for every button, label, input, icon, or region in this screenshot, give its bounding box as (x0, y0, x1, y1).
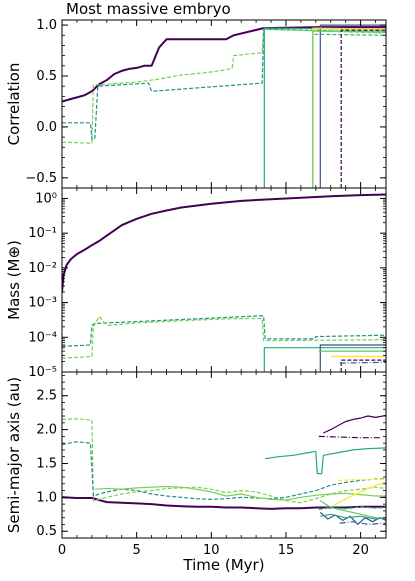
series-line-semimajor-10 (319, 511, 386, 526)
series-line-semimajor-0 (62, 496, 386, 510)
series-group (62, 24, 386, 188)
y-tick-label: 10⁻⁴ (28, 330, 57, 345)
series-line-correlation-6 (312, 30, 386, 188)
series-line-semimajor-9 (319, 500, 386, 520)
series-line-semimajor-1 (62, 418, 386, 504)
series-line-semimajor-11 (320, 513, 386, 520)
y-tick-label: 1.0 (36, 490, 57, 505)
y-tick-label: 0.0 (36, 120, 57, 135)
x-tick-label: 15 (278, 543, 295, 558)
series-line-semimajor-4 (265, 447, 386, 475)
series-line-mass-8 (339, 361, 386, 364)
series-line-semimajor-5 (323, 414, 386, 434)
y-tick-label: 10⁻³ (28, 296, 57, 311)
series-line-mass-2 (62, 315, 386, 359)
panel-mass: 10⁻⁵ 10⁻⁴ 10⁻³ 10⁻² 10⁻¹ 10⁰ Mass (M⊕) (5, 187, 387, 380)
series-line-correlation-0 (62, 26, 386, 103)
series-line-semimajor-3 (94, 485, 386, 501)
series-line-mass-0 (62, 193, 386, 293)
series-line-mass-4 (319, 344, 386, 372)
y-tick-label: 0.5 (36, 524, 57, 539)
series-line-correlation-2 (62, 28, 386, 144)
y-axis-label-correlation: Correlation (5, 63, 23, 146)
plot-frame (61, 371, 387, 539)
series-line-correlation-4 (319, 24, 386, 188)
y-axis-label-semimajor: Semi-major axis (au) (5, 377, 23, 533)
y-axis-label-mass: Mass (M⊕) (5, 240, 23, 320)
plot-frame (61, 19, 387, 189)
panel-semimajor: 0.5 1.0 1.5 2.0 2.5 Semi-major axis (au) (5, 371, 387, 539)
y-tick-label: 1.5 (36, 456, 57, 471)
x-tick-label: 20 (352, 543, 369, 558)
y-tick-label: 10⁻⁵ (28, 365, 57, 380)
y-tick-label: −0.5 (25, 171, 57, 186)
panel-correlation: −0.5 0.0 0.5 1.0 Correlation (5, 18, 387, 189)
panels: −0.5 0.0 0.5 1.0 Correlation 10⁻⁵ 10⁻⁴ 10⁻³ 10⁻²… (5, 18, 387, 558)
series-line-mass-7 (340, 359, 386, 372)
x-axis-label: Time (Myr) (182, 556, 264, 574)
x-tick-label: 5 (133, 543, 141, 558)
series-line-correlation-7 (314, 33, 386, 36)
y-tick-label: 10⁻¹ (28, 226, 57, 241)
y-tick-label: 1.0 (36, 18, 57, 33)
y-tick-label: 0.5 (36, 69, 57, 84)
x-tick-label: 0 (58, 543, 66, 558)
series-line-semimajor-13 (339, 521, 386, 526)
series-group (62, 193, 386, 372)
series-line-semimajor-6 (318, 435, 380, 439)
series-line-correlation-1 (62, 28, 386, 140)
series-line-correlation-5 (312, 27, 386, 188)
series-line-semimajor-2 (62, 441, 386, 500)
series-line-semimajor-7 (333, 481, 386, 507)
y-tick-label: 2.0 (36, 423, 57, 438)
series-line-semimajor-8 (338, 478, 386, 481)
x-tick-label: 10 (203, 543, 220, 558)
series-group (62, 414, 386, 526)
y-tick-label: 10⁻² (28, 261, 57, 276)
y-tick-label: 10⁰ (35, 191, 57, 206)
series-line-correlation-8 (340, 29, 386, 188)
y-tick-label: 2.5 (36, 389, 57, 404)
series-line-mass-1 (62, 315, 386, 347)
series-line-mass-3 (263, 347, 386, 372)
chart-title: Most massive embryo (66, 0, 231, 18)
series-line-correlation-3 (263, 27, 386, 188)
